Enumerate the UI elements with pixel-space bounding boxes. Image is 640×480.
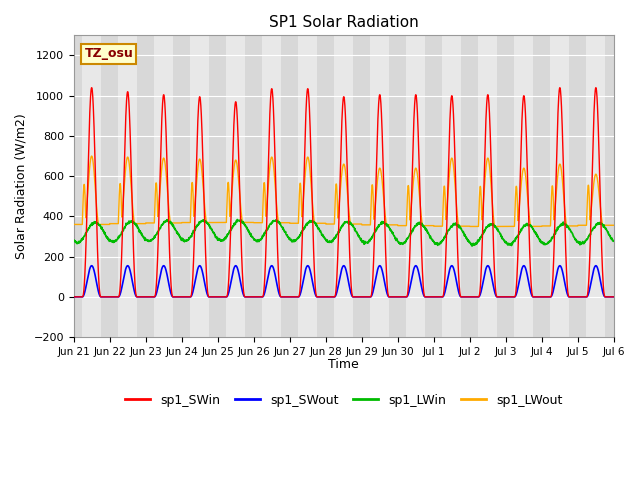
Bar [362, 36, 371, 337]
Bar [101, 36, 110, 337]
Y-axis label: Solar Radiation (W/m2): Solar Radiation (W/m2) [15, 113, 28, 259]
X-axis label: Time: Time [328, 358, 359, 371]
Bar [74, 36, 83, 337]
sp1_SWin [577, 294, 585, 300]
Bar [478, 36, 497, 337]
Bar [425, 36, 434, 337]
Bar [515, 36, 533, 337]
sp1_SWout [221, 294, 228, 300]
Bar [118, 36, 137, 337]
sp1_SWin [371, 208, 379, 214]
Bar [533, 36, 541, 337]
sp1_LWin [360, 239, 367, 245]
Bar [209, 36, 218, 337]
Title: SP1 Solar Radiation: SP1 Solar Radiation [269, 15, 419, 30]
sp1_SWout [70, 294, 77, 300]
Bar [389, 36, 398, 337]
sp1_SWin [501, 294, 509, 300]
Bar [262, 36, 281, 337]
Legend: sp1_SWin, sp1_SWout, sp1_LWin, sp1_LWout: sp1_SWin, sp1_SWout, sp1_LWin, sp1_LWout [120, 389, 568, 412]
Bar [586, 36, 605, 337]
Bar [298, 36, 317, 337]
sp1_SWin [70, 294, 77, 300]
Bar [154, 36, 173, 337]
Bar [317, 36, 326, 337]
Bar [254, 36, 262, 337]
sp1_LWin [234, 216, 241, 222]
Bar [569, 36, 578, 337]
sp1_SWout [360, 294, 367, 300]
Line: sp1_SWin: sp1_SWin [74, 88, 614, 297]
Bar [146, 36, 154, 337]
Bar [326, 36, 335, 337]
sp1_LWout [466, 224, 474, 229]
sp1_LWin [371, 228, 379, 234]
Line: sp1_SWout: sp1_SWout [74, 266, 614, 297]
Bar [578, 36, 586, 337]
Bar [191, 36, 209, 337]
sp1_LWout [610, 222, 618, 228]
sp1_LWin [501, 240, 509, 245]
Bar [335, 36, 353, 337]
sp1_LWout [578, 222, 586, 228]
Bar [605, 36, 614, 337]
Text: TZ_osu: TZ_osu [84, 48, 133, 60]
Bar [371, 36, 389, 337]
sp1_LWout [563, 222, 570, 228]
Bar [83, 36, 101, 337]
Bar [227, 36, 245, 337]
Bar [353, 36, 362, 337]
Bar [550, 36, 569, 337]
Bar [218, 36, 227, 337]
Bar [173, 36, 182, 337]
sp1_LWin [221, 236, 228, 241]
sp1_SWout [610, 294, 618, 300]
Bar [497, 36, 506, 337]
sp1_LWout [501, 224, 509, 229]
Bar [406, 36, 425, 337]
sp1_SWin [610, 294, 618, 300]
Bar [506, 36, 515, 337]
Bar [442, 36, 461, 337]
Bar [137, 36, 146, 337]
Line: sp1_LWout: sp1_LWout [74, 156, 614, 227]
sp1_SWin [221, 294, 228, 300]
Bar [434, 36, 442, 337]
Bar [290, 36, 298, 337]
sp1_SWin [563, 262, 570, 267]
Bar [461, 36, 470, 337]
Bar [110, 36, 118, 337]
Bar [398, 36, 406, 337]
sp1_SWout [88, 263, 95, 269]
sp1_LWin [578, 240, 586, 246]
sp1_LWout [221, 219, 228, 225]
sp1_SWout [371, 278, 379, 284]
sp1_LWin [610, 238, 618, 244]
sp1_SWout [563, 287, 570, 293]
sp1_LWin [468, 243, 476, 249]
sp1_LWin [563, 222, 570, 228]
sp1_LWout [360, 222, 367, 228]
sp1_LWout [371, 204, 379, 210]
sp1_SWin [360, 294, 367, 300]
sp1_SWin [88, 85, 95, 91]
sp1_LWout [88, 153, 95, 159]
sp1_SWout [577, 294, 585, 300]
sp1_LWin [70, 238, 77, 243]
Bar [182, 36, 191, 337]
Bar [470, 36, 478, 337]
sp1_SWout [501, 294, 509, 300]
Line: sp1_LWin: sp1_LWin [74, 219, 614, 246]
Bar [245, 36, 254, 337]
sp1_LWout [70, 222, 77, 228]
Bar [281, 36, 290, 337]
Bar [541, 36, 550, 337]
